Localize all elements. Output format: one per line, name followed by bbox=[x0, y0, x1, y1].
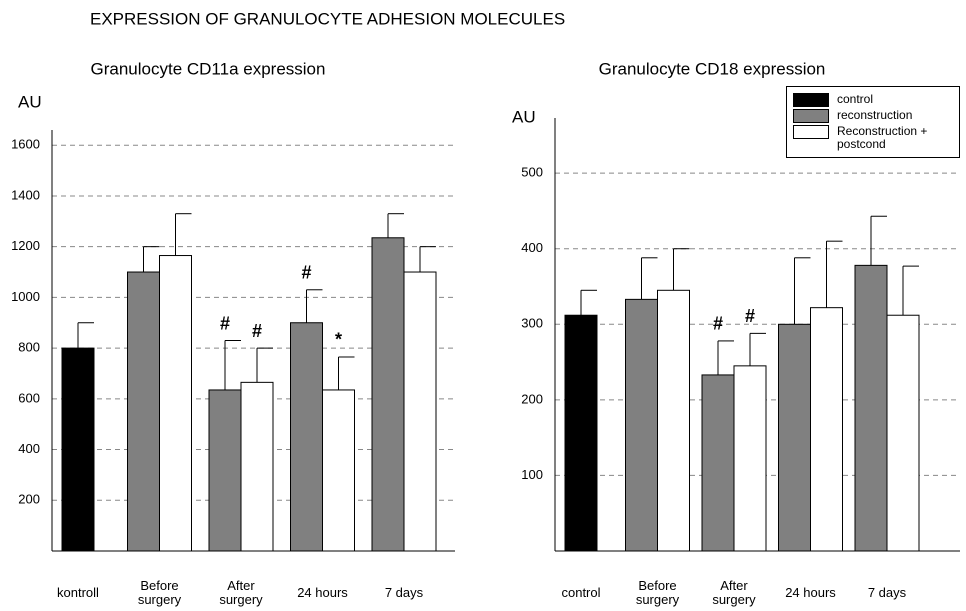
y-tick-label: 1000 bbox=[11, 289, 40, 304]
legend-label: Reconstruction + postcond bbox=[837, 124, 928, 151]
y-tick-label: 600 bbox=[18, 390, 40, 405]
y-axis-label: AU bbox=[512, 107, 536, 126]
bar bbox=[625, 298, 658, 552]
y-tick-label: 800 bbox=[18, 340, 40, 355]
y-tick-label: 300 bbox=[521, 316, 543, 331]
bar bbox=[701, 374, 735, 552]
legend: control reconstruction Reconstruction + po… bbox=[786, 86, 960, 158]
y-tick-label: 200 bbox=[521, 391, 543, 406]
legend-entry: reconstruction bbox=[793, 109, 953, 123]
bar bbox=[371, 237, 405, 552]
y-tick-label: 100 bbox=[521, 467, 543, 482]
bar bbox=[240, 381, 274, 552]
annotation: # bbox=[220, 313, 230, 333]
bar bbox=[564, 314, 598, 552]
bar bbox=[854, 264, 888, 552]
legend-swatch bbox=[793, 93, 829, 107]
bar bbox=[886, 314, 920, 552]
legend-swatch bbox=[793, 125, 829, 139]
bar bbox=[290, 322, 323, 552]
y-tick-label: 1200 bbox=[11, 238, 40, 253]
chart-title: Granulocyte CD18 expression bbox=[599, 59, 826, 78]
y-tick-label: 1600 bbox=[11, 137, 40, 152]
x-tick-label: Before surgery bbox=[635, 578, 680, 607]
legend-swatch bbox=[793, 109, 829, 123]
bar bbox=[61, 347, 95, 552]
annotation: # bbox=[252, 321, 262, 341]
bar bbox=[159, 255, 192, 552]
x-tick-label: After surgery bbox=[712, 578, 756, 607]
bar bbox=[810, 307, 843, 552]
y-tick-label: 400 bbox=[18, 441, 40, 456]
bar bbox=[208, 389, 242, 552]
y-tick-label: 400 bbox=[521, 240, 543, 255]
x-tick-label: 24 hours bbox=[297, 585, 348, 600]
x-tick-label: kontroll bbox=[57, 585, 99, 600]
x-tick-label: 7 days bbox=[384, 585, 424, 600]
annotation: # bbox=[301, 263, 311, 283]
x-tick-label: Before surgery bbox=[137, 578, 182, 607]
bar bbox=[403, 271, 437, 552]
legend-label: reconstruction bbox=[837, 108, 913, 122]
y-axis-label: AU bbox=[18, 92, 42, 111]
annotation: # bbox=[713, 314, 723, 334]
legend-label: control bbox=[837, 92, 874, 106]
main-title: EXPRESSION OF GRANULOCYTE ADHESION MOLEC… bbox=[90, 9, 565, 28]
x-tick-label: After surgery bbox=[219, 578, 263, 607]
y-tick-label: 200 bbox=[18, 492, 40, 507]
annotation: # bbox=[745, 306, 755, 326]
legend-entry: Reconstruction + postcond bbox=[793, 125, 953, 151]
x-tick-label: 24 hours bbox=[785, 585, 836, 600]
y-tick-label: 500 bbox=[521, 165, 543, 180]
bar bbox=[733, 365, 767, 552]
bar bbox=[322, 389, 355, 552]
y-tick-label: 1400 bbox=[11, 187, 40, 202]
chart-title: Granulocyte CD11a expression bbox=[91, 59, 326, 78]
legend-entry: control bbox=[793, 93, 953, 107]
x-tick-label: 7 days bbox=[867, 585, 907, 600]
bar bbox=[657, 289, 690, 552]
bar bbox=[778, 323, 811, 552]
x-tick-label: control bbox=[561, 585, 601, 600]
bar bbox=[127, 271, 160, 552]
annotation: * bbox=[335, 330, 342, 350]
